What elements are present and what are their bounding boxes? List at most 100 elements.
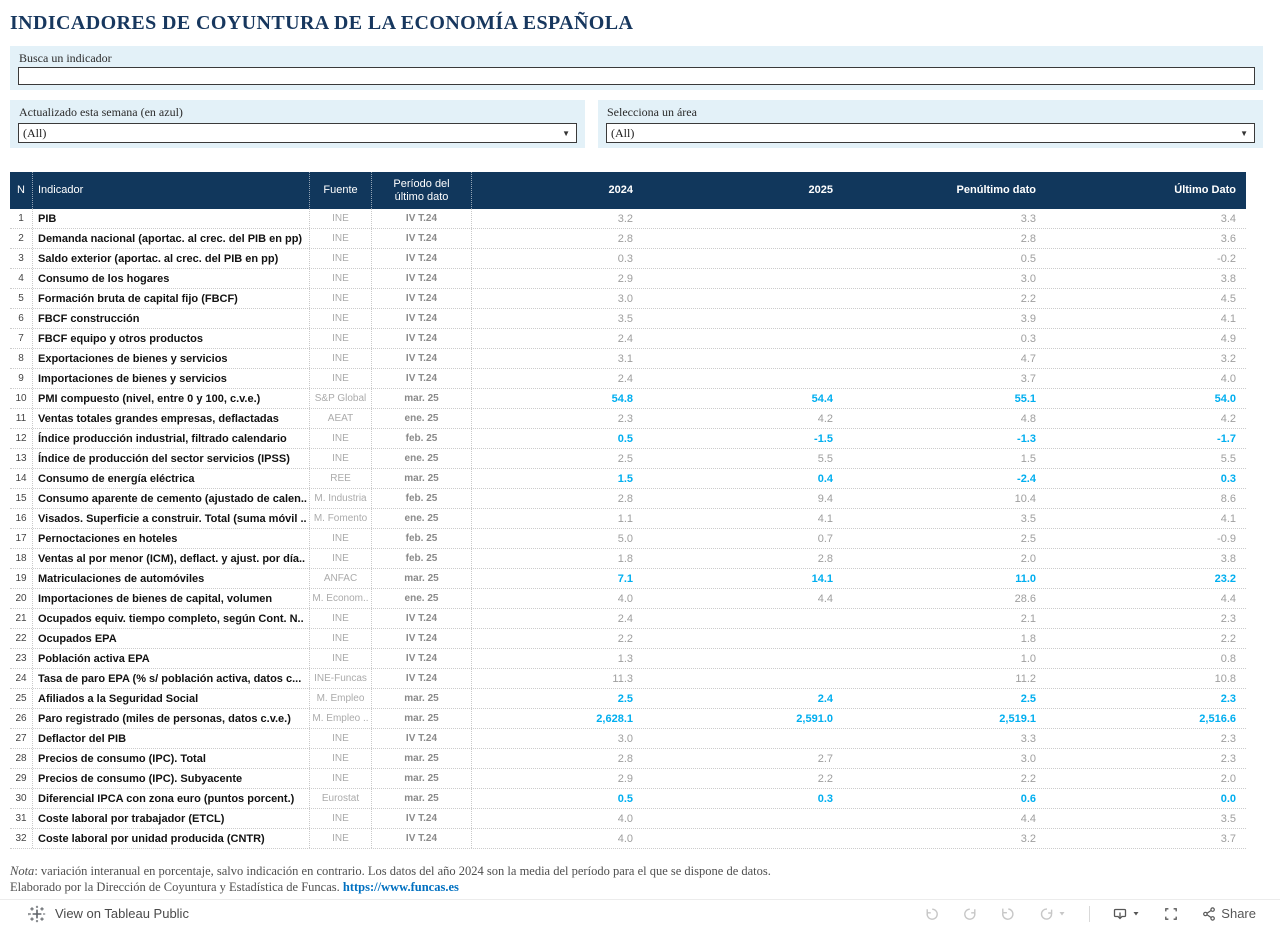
source: INE [310,209,372,228]
period: IV T.24 [372,249,472,268]
table-row[interactable]: 19 Matriculaciones de automóviles ANFAC … [10,569,1246,589]
value-2025 [643,349,843,368]
table-row[interactable]: 5 Formación bruta de capital fijo (FBCF)… [10,289,1246,309]
value-2025: 0.7 [817,532,833,545]
table-row[interactable]: 12 Índice producción industrial, filtrad… [10,429,1246,449]
period: IV T.24 [372,209,472,228]
value-2024: 54.8 [611,392,633,405]
table-row[interactable]: 30 Diferencial IPCA con zona euro (punto… [10,789,1246,809]
funcas-link[interactable]: https://www.funcas.es [342,880,459,894]
view-on-tableau-public[interactable]: View on Tableau Public [28,905,189,923]
source: AEAT [310,409,372,428]
table-row[interactable]: 26 Paro registrado (miles de personas, d… [10,709,1246,729]
dropdown-value: (All) [23,125,47,140]
indicator-name: Ocupados equiv. tiempo completo, según C… [33,609,310,628]
source: INE [310,229,372,248]
undo-button[interactable] [924,906,940,922]
table-row[interactable]: 27 Deflactor del PIB INE IV T.24 3.0 3.3… [10,729,1246,749]
table-row[interactable]: 9 Importaciones de bienes y servicios IN… [10,369,1246,389]
indicator-name: Coste laboral por unidad producida (CNTR… [33,829,310,848]
period: feb. 25 [372,489,472,508]
indicator-name: Deflactor del PIB [33,729,310,748]
table-row[interactable]: 17 Pernoctaciones en hoteles INE feb. 25… [10,529,1246,549]
row-number: 21 [10,609,33,628]
table-row[interactable]: 14 Consumo de energía eléctrica REE mar.… [10,469,1246,489]
value-penultimate: 4.7 [1020,352,1036,365]
table-row[interactable]: 1 PIB INE IV T.24 3.2 3.3 3.4 [10,209,1246,229]
value-last: 3.6 [1220,232,1236,245]
value-2025: -1.5 [814,432,833,445]
value-2024: 1.8 [617,552,633,565]
table-row[interactable]: 24 Tasa de paro EPA (% s/ población acti… [10,669,1246,689]
value-penultimate: 0.3 [1020,332,1036,345]
value-2025: 2,591.0 [796,712,833,725]
source: M. Industria [310,489,372,508]
value-2024: 0.5 [617,432,633,445]
row-number: 8 [10,349,33,368]
indicator-name: Formación bruta de capital fijo (FBCF) [33,289,310,308]
value-penultimate: 0.6 [1020,792,1036,805]
table-row[interactable]: 8 Exportaciones de bienes y servicios IN… [10,349,1246,369]
table-row[interactable]: 29 Precios de consumo (IPC). Subyacente … [10,769,1246,789]
table-row[interactable]: 25 Afiliados a la Seguridad Social M. Em… [10,689,1246,709]
tableau-toolbar: View on Tableau Public [0,899,1280,927]
filter-area-label: Selecciona un área [607,105,697,119]
value-2024: 5.0 [617,532,633,545]
reset-button[interactable] [1000,906,1016,922]
value-last: 4.9 [1220,332,1236,345]
value-last: 8.6 [1220,492,1236,505]
period: IV T.24 [372,289,472,308]
refresh-button[interactable] [1038,906,1067,922]
redo-button[interactable] [962,906,978,922]
row-number: 9 [10,369,33,388]
table-row[interactable]: 4 Consumo de los hogares INE IV T.24 2.9… [10,269,1246,289]
fullscreen-button[interactable] [1163,906,1179,922]
source: Eurostat [310,789,372,808]
value-2024: 0.5 [617,792,633,805]
table-row[interactable]: 31 Coste laboral por trabajador (ETCL) I… [10,809,1246,829]
footnote-nota-word: Nota [10,864,35,878]
value-last: 2.3 [1220,612,1236,625]
period: ene. 25 [372,449,472,468]
row-number: 15 [10,489,33,508]
table-row[interactable]: 6 FBCF construcción INE IV T.24 3.5 3.9 … [10,309,1246,329]
table-row[interactable]: 16 Visados. Superficie a construir. Tota… [10,509,1246,529]
table-row[interactable]: 32 Coste laboral por unidad producida (C… [10,829,1246,849]
search-input[interactable] [18,67,1255,85]
value-last: 3.8 [1220,552,1236,565]
download-button[interactable] [1112,906,1141,922]
value-2025: 2.7 [817,752,833,765]
value-2025 [643,649,843,668]
source: M. Empleo .. [310,709,372,728]
period: mar. 25 [372,769,472,788]
table-row[interactable]: 2 Demanda nacional (aportac. al crec. de… [10,229,1246,249]
table-row[interactable]: 11 Ventas totales grandes empresas, defl… [10,409,1246,429]
table-row[interactable]: 23 Población activa EPA INE IV T.24 1.3 … [10,649,1246,669]
value-penultimate: 3.0 [1020,272,1036,285]
col-header-penultimo: Penúltimo dato [956,184,1036,196]
col-header-periodo: Período del último dato [372,172,472,209]
table-row[interactable]: 18 Ventas al por menor (ICM), deflact. y… [10,549,1246,569]
table-row[interactable]: 20 Importaciones de bienes de capital, v… [10,589,1246,609]
source: INE [310,269,372,288]
table-body: 1 PIB INE IV T.24 3.2 3.3 3.4 2 Demanda … [10,209,1246,849]
table-row[interactable]: 28 Precios de consumo (IPC). Total INE m… [10,749,1246,769]
value-last: 4.2 [1220,412,1236,425]
table-row[interactable]: 22 Ocupados EPA INE IV T.24 2.2 1.8 2.2 [10,629,1246,649]
filter-area-dropdown[interactable]: (All) ▼ [606,123,1255,143]
table-row[interactable]: 15 Consumo aparente de cemento (ajustado… [10,489,1246,509]
footnote-line1: Nota: variación interanual en porcentaje… [10,863,1255,879]
filter-updated-week-dropdown[interactable]: (All) ▼ [18,123,577,143]
period: IV T.24 [372,269,472,288]
source: M. Empleo [310,689,372,708]
value-penultimate: -1.3 [1017,432,1036,445]
value-penultimate: 2.5 [1020,692,1036,705]
source: INE-Funcas [310,669,372,688]
table-row[interactable]: 21 Ocupados equiv. tiempo completo, segú… [10,609,1246,629]
value-2025 [643,289,843,308]
table-row[interactable]: 3 Saldo exterior (aportac. al crec. del … [10,249,1246,269]
share-button[interactable]: Share [1201,906,1256,922]
table-row[interactable]: 10 PMI compuesto (nivel, entre 0 y 100, … [10,389,1246,409]
table-row[interactable]: 13 Índice de producción del sector servi… [10,449,1246,469]
table-row[interactable]: 7 FBCF equipo y otros productos INE IV T… [10,329,1246,349]
